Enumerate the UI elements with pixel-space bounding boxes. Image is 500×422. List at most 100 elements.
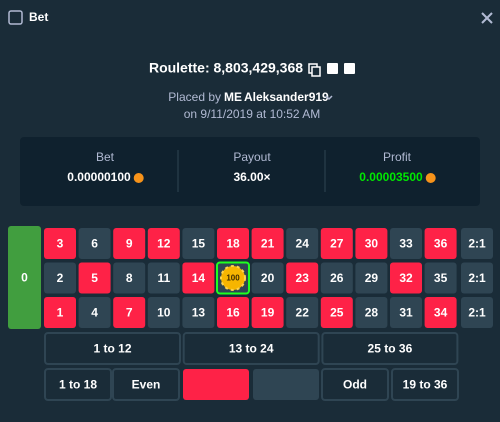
number-cell[interactable] [424, 262, 457, 294]
number-cell[interactable] [44, 262, 76, 294]
number-cell[interactable] [113, 297, 146, 328]
zero-cell-label: 0 [21, 271, 28, 285]
number-cell[interactable] [286, 297, 319, 328]
number-cell-label: 8 [126, 271, 133, 285]
column-bet-label: 2:1 [468, 306, 486, 320]
outside-bet[interactable] [44, 368, 112, 401]
number-cell[interactable] [390, 228, 422, 259]
number-cell-label: 18 [226, 237, 240, 251]
number-cell-label: 32 [399, 271, 413, 285]
number-cell[interactable] [182, 297, 215, 328]
close-button[interactable] [481, 12, 493, 24]
outside-bet[interactable] [321, 368, 389, 401]
number-cell[interactable] [320, 262, 353, 294]
number-cell[interactable] [113, 262, 146, 294]
outside-bet[interactable] [253, 369, 319, 400]
user-badge: ME [224, 90, 242, 104]
number-cell[interactable] [251, 297, 284, 328]
dozen-bet-label: 13 to 24 [229, 342, 274, 356]
dozen-bet[interactable] [44, 332, 181, 365]
column-bet[interactable] [461, 297, 493, 328]
number-cell-label: 23 [296, 271, 310, 285]
number-cell[interactable] [355, 297, 388, 328]
chip-label: 100 [226, 274, 240, 283]
number-cell[interactable] [217, 297, 249, 328]
username[interactable]: Aleksander919 [244, 90, 329, 104]
column-bet[interactable] [461, 262, 493, 294]
number-cell-label: 5 [91, 271, 98, 285]
stat-value: 36.00× [233, 170, 270, 184]
number-cell-label: 29 [365, 271, 379, 285]
number-cell-label: 1 [57, 306, 64, 320]
number-cell-label: 27 [330, 237, 344, 251]
number-cell[interactable] [147, 262, 180, 294]
number-cell-label: 14 [192, 271, 206, 285]
number-cell-label: 34 [434, 306, 448, 320]
bet-date: on 9/11/2019 at 10:52 AM [184, 107, 321, 121]
outside-bet[interactable] [183, 369, 249, 400]
coin-icon [425, 173, 436, 183]
number-cell[interactable] [286, 262, 319, 294]
number-cell[interactable] [286, 228, 319, 259]
stat-value: 0.00000100 [67, 170, 131, 184]
number-cell-label: 33 [399, 237, 413, 251]
number-cell[interactable] [147, 228, 180, 259]
number-cell-label: 11 [157, 271, 170, 285]
number-cell[interactable] [424, 297, 457, 328]
number-cell[interactable] [390, 297, 422, 328]
outside-bet[interactable] [112, 368, 180, 401]
number-cell-label: 20 [261, 271, 275, 285]
column-bet-label: 2:1 [468, 237, 486, 251]
number-cell[interactable] [390, 262, 422, 294]
number-cell-label: 16 [226, 306, 240, 320]
stat-label: Profit [383, 150, 412, 164]
outside-bet-label: Odd [343, 378, 367, 392]
outside-bet-label: 19 to 36 [403, 378, 448, 392]
chip [220, 265, 246, 291]
share-icons[interactable] [308, 63, 355, 77]
number-cell-label: 10 [157, 306, 171, 320]
outside-bet[interactable] [391, 368, 459, 401]
number-cell-label: 12 [157, 237, 171, 251]
number-cell-label: 26 [330, 271, 344, 285]
number-cell[interactable] [355, 228, 388, 259]
number-cell[interactable] [251, 262, 284, 294]
number-cell[interactable] [44, 297, 76, 328]
number-cell[interactable] [217, 228, 249, 259]
number-cell[interactable] [320, 297, 353, 328]
column-bet[interactable] [461, 228, 493, 259]
number-cell-label: 30 [365, 237, 379, 251]
number-cell[interactable] [78, 228, 111, 259]
number-cell[interactable] [251, 228, 284, 259]
stats-box [20, 137, 480, 206]
coin-icon [133, 173, 144, 183]
chevron[interactable] [325, 95, 333, 101]
dozen-bet-label: 25 to 36 [368, 342, 413, 356]
number-cell[interactable] [182, 262, 215, 294]
number-cell[interactable] [424, 228, 457, 259]
number-cell[interactable] [78, 297, 111, 328]
number-cell[interactable] [113, 228, 146, 259]
number-cell[interactable] [147, 297, 180, 328]
stat-value: 0.00003500 [359, 170, 423, 184]
number-cell[interactable] [78, 262, 111, 294]
number-cell-label: 6 [91, 237, 98, 251]
number-cell[interactable] [355, 262, 388, 294]
number-cell-label: 28 [365, 306, 379, 320]
number-cell[interactable] [182, 228, 215, 259]
number-cell-label: 2 [57, 271, 64, 285]
bet-title: Roulette: 8,803,429,368 [149, 60, 303, 76]
zero-cell[interactable] [8, 226, 41, 329]
number-cell-label: 13 [192, 306, 206, 320]
column-bet-label: 2:1 [468, 271, 486, 285]
number-cell-label: 19 [261, 306, 275, 320]
number-cell[interactable] [320, 228, 353, 259]
number-cell-label: 3 [57, 237, 64, 251]
placed-by: Placed by [168, 90, 221, 104]
dozen-bet[interactable] [321, 332, 459, 365]
number-cell[interactable] [44, 228, 76, 259]
stat-label: Payout [233, 150, 271, 164]
number-cell-label: 21 [261, 237, 275, 251]
dozen-bet[interactable] [182, 332, 320, 365]
